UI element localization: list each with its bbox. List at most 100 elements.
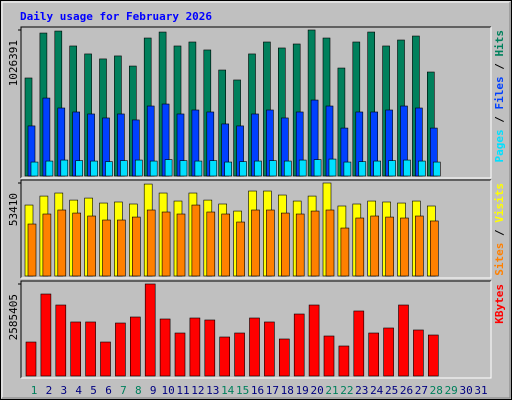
x-tick-label: 16	[251, 384, 264, 397]
bar	[251, 209, 260, 277]
bar	[194, 160, 203, 177]
x-tick-label: 3	[60, 384, 67, 397]
bar	[159, 318, 171, 377]
x-tick-label: 12	[191, 384, 204, 397]
bar	[102, 219, 111, 277]
x-tick-label: 7	[120, 384, 127, 397]
bar	[236, 221, 245, 277]
legend-separator: /	[493, 57, 506, 77]
bar	[224, 161, 232, 177]
bar	[132, 216, 141, 277]
legend-entry: Visits	[493, 183, 506, 223]
y-tick-label: 1026391	[7, 40, 20, 86]
panel-bevel-light	[21, 281, 492, 379]
bar	[174, 332, 186, 377]
x-tick-label: 19	[296, 384, 309, 397]
bar	[45, 160, 54, 177]
bar	[40, 293, 52, 377]
bar	[219, 336, 230, 377]
legend: Sites / Visits	[493, 183, 506, 276]
bar	[278, 338, 290, 377]
x-tick-label: 9	[150, 384, 157, 397]
bar	[313, 159, 322, 177]
legend-entry: Sites	[493, 243, 506, 276]
y-tick-label: 2585405	[7, 294, 20, 340]
bar	[87, 215, 96, 277]
bar	[209, 160, 218, 177]
bar	[239, 161, 247, 177]
bar	[204, 319, 216, 377]
bar	[370, 215, 380, 277]
bar	[264, 321, 275, 377]
bar	[206, 211, 216, 277]
bar	[338, 345, 350, 377]
panel-bevel-dark	[20, 280, 491, 378]
bar	[280, 212, 290, 277]
x-tick-label: 27	[415, 384, 428, 397]
bar	[100, 341, 111, 377]
bar	[343, 161, 352, 177]
bar	[57, 209, 67, 277]
legend-entry: Pages	[493, 129, 506, 162]
x-tick-label: 30	[459, 384, 472, 397]
bar	[85, 321, 96, 377]
panel-bevel-dark	[20, 26, 491, 178]
bar	[353, 310, 365, 377]
bar	[189, 317, 201, 377]
x-tick-label: 22	[340, 384, 353, 397]
bar	[415, 215, 424, 277]
bar	[117, 219, 126, 277]
x-tick-label: 8	[135, 384, 142, 397]
bar	[130, 316, 141, 377]
bar	[427, 334, 439, 377]
bar	[293, 313, 305, 377]
bar	[42, 213, 52, 277]
bar	[30, 161, 39, 177]
bar	[398, 304, 409, 377]
x-tick-label: 14	[221, 384, 235, 397]
legend-separator: /	[493, 223, 506, 243]
legend-separator: /	[493, 110, 506, 130]
bar	[295, 213, 305, 277]
bar	[135, 159, 143, 177]
bar	[27, 223, 37, 277]
bar	[90, 160, 98, 177]
bar	[269, 160, 277, 177]
x-tick-label: 26	[400, 384, 413, 397]
bar	[55, 304, 67, 377]
bar	[403, 159, 411, 177]
bar	[266, 209, 275, 277]
legend: KBytes	[493, 284, 506, 324]
bar	[149, 160, 158, 177]
x-tick-label: 20	[310, 384, 323, 397]
bar	[368, 332, 380, 377]
legend-entry: Hits	[493, 30, 506, 57]
bar	[283, 160, 292, 177]
x-tick-label: 10	[161, 384, 174, 397]
x-tick-label: 15	[236, 384, 249, 397]
bar	[340, 227, 350, 277]
legend: Pages / Files / Hits	[493, 30, 506, 163]
bar	[60, 159, 69, 177]
bar	[75, 160, 83, 177]
bar	[25, 341, 37, 377]
x-tick-label: 31	[474, 384, 487, 397]
x-tick-label: 25	[385, 384, 398, 397]
x-tick-label: 23	[355, 384, 368, 397]
x-tick-label: 6	[105, 384, 112, 397]
x-tick-label: 17	[266, 384, 279, 397]
bar	[328, 158, 337, 177]
bar	[164, 159, 173, 177]
bar	[358, 161, 367, 177]
legend-entry: Files	[493, 76, 506, 109]
bar	[161, 211, 171, 277]
x-tick-label: 11	[176, 384, 189, 397]
x-tick-label: 24	[370, 384, 384, 397]
bar	[308, 304, 320, 377]
x-tick-label: 21	[325, 384, 338, 397]
bar	[221, 213, 230, 277]
bar	[432, 161, 441, 177]
panel-bevel-light	[21, 180, 492, 279]
bar	[400, 217, 409, 277]
